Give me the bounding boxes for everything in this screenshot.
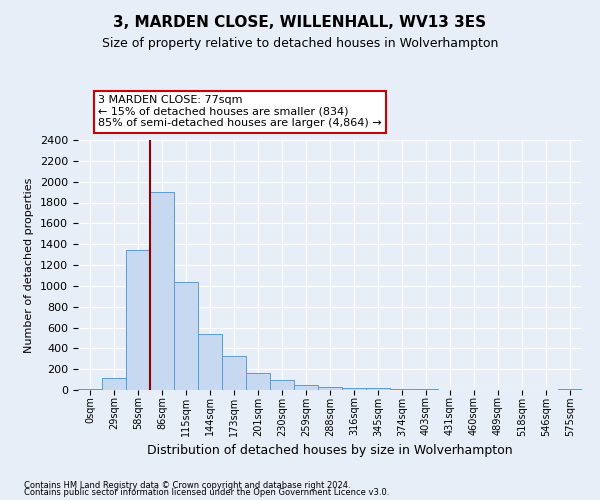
Bar bbox=[246, 373, 270, 390]
Bar bbox=[222, 356, 246, 390]
Bar bbox=[270, 380, 294, 390]
Bar bbox=[198, 334, 222, 390]
X-axis label: Distribution of detached houses by size in Wolverhampton: Distribution of detached houses by size … bbox=[147, 444, 513, 457]
Text: 3 MARDEN CLOSE: 77sqm
← 15% of detached houses are smaller (834)
85% of semi-det: 3 MARDEN CLOSE: 77sqm ← 15% of detached … bbox=[98, 95, 382, 128]
Bar bbox=[150, 192, 174, 390]
Text: 3, MARDEN CLOSE, WILLENHALL, WV13 3ES: 3, MARDEN CLOSE, WILLENHALL, WV13 3ES bbox=[113, 15, 487, 30]
Bar bbox=[78, 389, 102, 390]
Bar bbox=[102, 378, 126, 390]
Bar bbox=[294, 385, 318, 390]
Y-axis label: Number of detached properties: Number of detached properties bbox=[25, 178, 34, 352]
Text: Contains public sector information licensed under the Open Government Licence v3: Contains public sector information licen… bbox=[24, 488, 389, 497]
Text: Size of property relative to detached houses in Wolverhampton: Size of property relative to detached ho… bbox=[102, 38, 498, 51]
Text: Contains HM Land Registry data © Crown copyright and database right 2024.: Contains HM Land Registry data © Crown c… bbox=[24, 480, 350, 490]
Bar bbox=[318, 387, 342, 390]
Bar bbox=[342, 388, 366, 390]
Bar bbox=[126, 250, 150, 390]
Bar bbox=[174, 282, 198, 390]
Bar bbox=[390, 389, 414, 390]
Bar bbox=[366, 388, 390, 390]
